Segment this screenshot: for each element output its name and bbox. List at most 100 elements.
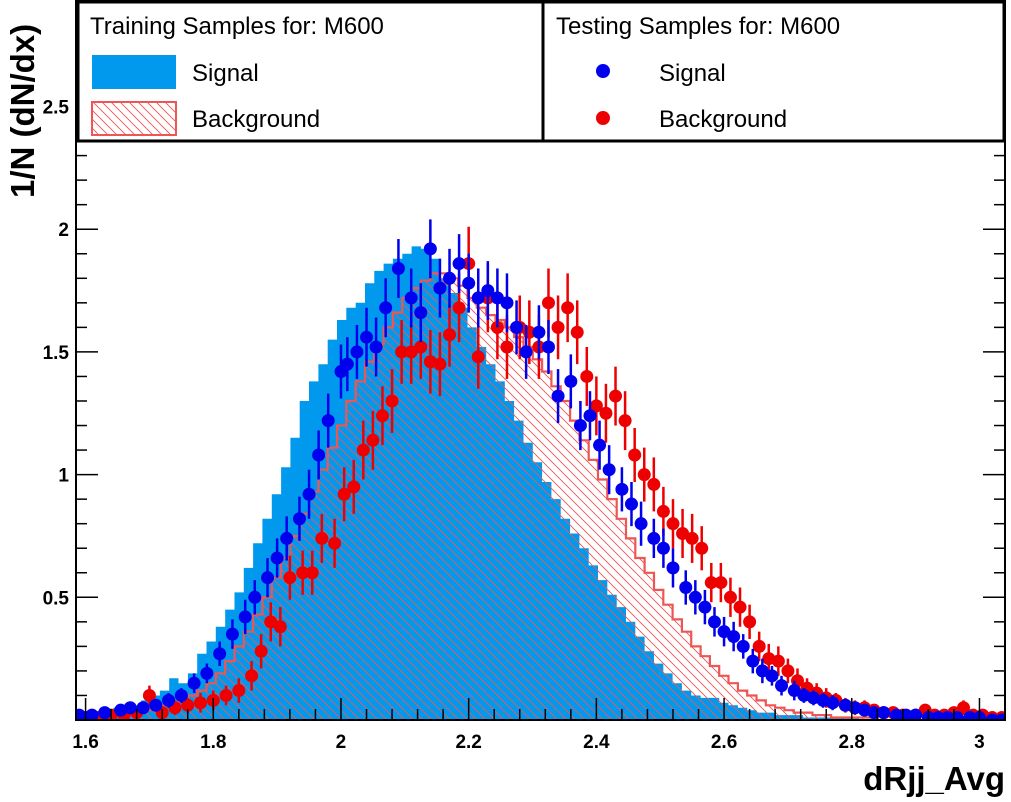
testing-background-point bbox=[771, 654, 785, 668]
testing-background-point bbox=[356, 443, 370, 457]
testing-background-point bbox=[283, 571, 297, 585]
testing-signal-point bbox=[238, 610, 252, 624]
testing-background-point bbox=[628, 448, 642, 462]
legend: Training Samples for: M600 Testing Sampl… bbox=[76, 0, 1006, 143]
testing-signal-point bbox=[889, 708, 903, 720]
testing-signal-point bbox=[200, 666, 214, 680]
testing-background-point bbox=[219, 688, 233, 702]
testing-signal-point bbox=[360, 330, 374, 344]
testing-signal-point bbox=[698, 600, 712, 614]
testing-background-point bbox=[695, 541, 709, 555]
testing-signal-point bbox=[541, 340, 555, 354]
testing-signal-point bbox=[500, 296, 514, 310]
testing-signal-point bbox=[261, 571, 275, 585]
testing-signal-point bbox=[666, 561, 680, 575]
testing-background-point bbox=[589, 399, 603, 413]
testing-background-point bbox=[781, 664, 795, 678]
testing-signal-point bbox=[602, 463, 616, 477]
testing-signal-point bbox=[302, 487, 316, 501]
testing-signal-point bbox=[765, 669, 779, 683]
testing-background-point bbox=[551, 320, 565, 334]
testing-background-point bbox=[194, 696, 208, 710]
testing-signal-point bbox=[414, 306, 428, 320]
testing-signal-point bbox=[624, 497, 638, 511]
testing-signal-point bbox=[909, 708, 923, 720]
testing-signal-point bbox=[248, 590, 262, 604]
testing-signal-point bbox=[950, 711, 964, 720]
testing-signal-point bbox=[85, 708, 99, 720]
y-tick-label: 2 bbox=[58, 220, 69, 241]
testing-background-point bbox=[452, 301, 466, 315]
testing-signal-point bbox=[490, 291, 504, 305]
testing-signal-point bbox=[350, 345, 364, 359]
testing-background-point bbox=[232, 684, 246, 698]
testing-signal-point bbox=[471, 291, 485, 305]
training-background-histogram bbox=[76, 272, 915, 720]
testing-signal-point bbox=[391, 261, 405, 275]
y-axis-title: 1/N (dN/dx) bbox=[4, 24, 41, 198]
testing-signal-point bbox=[583, 409, 597, 423]
testing-background-point bbox=[443, 328, 457, 342]
testing-signal-point bbox=[174, 688, 188, 702]
testing-signal-point bbox=[187, 676, 201, 690]
y-tick-label: 1 bbox=[58, 466, 69, 487]
testing-background-point bbox=[676, 527, 690, 541]
testing-background-point bbox=[296, 566, 310, 580]
testing-signal-point bbox=[225, 627, 239, 641]
testing-background-point bbox=[656, 504, 670, 518]
testing-background-point bbox=[714, 576, 728, 590]
testing-signal-point bbox=[564, 374, 578, 388]
x-axis-title: dRjj_Avg bbox=[863, 760, 1005, 797]
testing-background-point bbox=[637, 468, 651, 482]
testing-signal-point bbox=[404, 291, 418, 305]
testing-background-point bbox=[704, 576, 718, 590]
testing-signal-point bbox=[136, 701, 150, 715]
x-tick-label: 2.4 bbox=[583, 732, 610, 753]
testing-signal-point bbox=[688, 590, 702, 604]
x-tick-label: 3 bbox=[974, 732, 985, 753]
testing-signal-point bbox=[995, 713, 1005, 720]
testing-background-point bbox=[366, 433, 380, 447]
testing-background-point bbox=[666, 517, 680, 531]
testing-background-point bbox=[752, 639, 766, 653]
testing-signal-point bbox=[593, 438, 607, 452]
testing-signal-point bbox=[877, 706, 891, 720]
data-points-layer bbox=[76, 219, 1005, 720]
testing-background-point bbox=[471, 350, 485, 364]
testing-signal-point bbox=[727, 630, 741, 644]
testing-background-point bbox=[142, 688, 156, 702]
testing-signal-point bbox=[755, 664, 769, 678]
testing-signal-point bbox=[462, 276, 476, 290]
x-tick-label: 2 bbox=[336, 732, 347, 753]
y-tick-label: 1.5 bbox=[43, 343, 70, 364]
histogram-layer bbox=[76, 246, 915, 720]
testing-signal-point bbox=[452, 257, 466, 271]
x-tick-label: 2.8 bbox=[839, 732, 865, 753]
testing-signal-point bbox=[321, 414, 335, 428]
testing-signal-point bbox=[551, 389, 565, 403]
testing-background-point bbox=[685, 531, 699, 545]
testing-signal-point bbox=[123, 701, 137, 715]
testing-signal-point bbox=[679, 580, 693, 594]
x-tick-label: 2.6 bbox=[711, 732, 737, 753]
testing-signal-point bbox=[481, 284, 495, 298]
testing-signal-point bbox=[270, 551, 284, 565]
testing-background-point bbox=[433, 357, 447, 371]
testing-background-point bbox=[599, 406, 613, 420]
testing-signal-point bbox=[787, 684, 801, 698]
testing-background-point bbox=[541, 296, 555, 310]
testing-signal-point bbox=[292, 512, 306, 526]
testing-signal-point bbox=[656, 541, 670, 555]
testing-background-point bbox=[245, 669, 259, 683]
training-background-swatch bbox=[91, 101, 177, 136]
testing-background-point bbox=[305, 566, 319, 580]
y-tick-label: 0.5 bbox=[43, 588, 70, 609]
testing-signal-point bbox=[736, 639, 750, 653]
testing-legend-title: Testing Samples for: M600 bbox=[556, 13, 840, 40]
testing-background-point bbox=[500, 340, 514, 354]
testing-signal-point bbox=[746, 654, 760, 668]
testing-signal-point bbox=[615, 482, 629, 496]
testing-signal-point bbox=[76, 708, 86, 720]
testing-signal-point bbox=[149, 698, 163, 712]
testing-signal-point bbox=[312, 448, 326, 462]
